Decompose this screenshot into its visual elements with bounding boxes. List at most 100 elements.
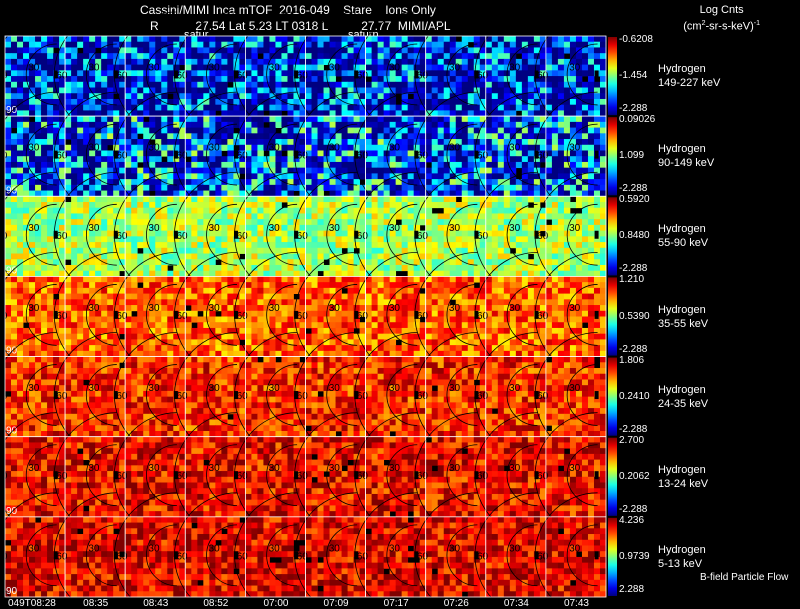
heatmap-cell	[527, 127, 535, 134]
heatmap-cell	[317, 219, 324, 226]
heatmap-cell	[233, 207, 240, 214]
heatmap-cell	[35, 196, 42, 203]
heatmap-cell	[191, 133, 198, 140]
heatmap-cell	[191, 173, 198, 180]
heatmap-cell	[563, 264, 571, 272]
heatmap-cell	[587, 150, 595, 157]
heatmap-cell	[167, 327, 174, 335]
heatmap-cell	[281, 64, 288, 71]
heatmap-cell	[515, 213, 523, 220]
heatmap-cell	[149, 242, 156, 249]
heatmap-cell	[131, 224, 138, 232]
heatmap-cell	[5, 345, 12, 352]
heatmap-cell	[125, 345, 132, 352]
heatmap-cell	[299, 36, 306, 43]
heatmap-cell	[125, 196, 132, 203]
heatmap-cell	[479, 47, 487, 54]
heatmap-cell	[395, 116, 403, 123]
heatmap-cell	[77, 110, 84, 117]
heatmap-cell	[443, 127, 451, 134]
heatmap-cell	[11, 270, 18, 277]
heatmap-cell	[371, 81, 379, 88]
heatmap-cell	[539, 207, 547, 214]
heatmap-cell	[191, 47, 198, 54]
heatmap-cell	[287, 127, 294, 134]
heatmap-cell	[551, 81, 559, 88]
heatmap-cell	[209, 41, 216, 48]
heatmap-cell	[161, 121, 168, 128]
heatmap-cell	[245, 287, 252, 294]
heatmap-cell	[293, 202, 300, 209]
heatmap-cell	[353, 242, 360, 249]
heatmap-cell	[491, 64, 499, 71]
heatmap-cell	[257, 230, 264, 237]
heatmap-cell	[515, 242, 523, 249]
heatmap-cell	[11, 350, 18, 357]
heatmap-cell	[113, 207, 120, 214]
heatmap-cell	[257, 236, 264, 243]
heatmap-cell	[203, 121, 210, 128]
heatmap-cell	[521, 230, 529, 237]
heatmap-cell	[377, 64, 385, 71]
heatmap-cell	[329, 70, 336, 77]
heatmap-cell	[245, 310, 252, 317]
heatmap-cell	[263, 253, 270, 260]
heatmap-cell	[11, 282, 18, 289]
heatmap-cell	[251, 327, 258, 335]
heatmap-cell	[221, 144, 228, 151]
heatmap-cell	[29, 81, 36, 88]
saturn-marker	[414, 150, 419, 159]
heatmap-cell	[341, 156, 348, 163]
heatmap-cell	[431, 47, 439, 54]
heatmap-cell	[437, 64, 445, 71]
heatmap-cell	[143, 184, 150, 191]
heatmap-cell	[539, 247, 547, 254]
heatmap-cell	[491, 219, 499, 226]
heatmap-cell	[377, 242, 385, 249]
heatmap-cell	[281, 287, 288, 294]
heatmap-cell	[215, 184, 222, 191]
heatmap-cell	[437, 81, 445, 88]
heatmap-cell	[557, 104, 565, 111]
heatmap-cell	[497, 133, 505, 140]
heatmap-cell	[215, 316, 222, 323]
heatmap-cell	[419, 156, 427, 163]
heatmap-cell	[179, 350, 186, 357]
heatmap-cell	[209, 230, 216, 237]
heatmap-cell	[569, 87, 577, 94]
heatmap-cell	[467, 219, 475, 226]
heatmap-cell	[599, 202, 607, 209]
heatmap-cell	[77, 287, 84, 294]
heatmap-cell	[161, 53, 168, 60]
heatmap-cell	[29, 224, 36, 232]
heatmap-cell	[299, 47, 306, 54]
heatmap-cell	[239, 184, 246, 191]
heatmap-cell	[503, 242, 511, 249]
heatmap-cell	[299, 236, 306, 243]
heatmap-cell	[341, 58, 348, 66]
heatmap-cell	[371, 207, 379, 214]
heatmap-cell	[557, 270, 565, 277]
heatmap-cell	[347, 98, 354, 106]
heatmap-cell	[245, 179, 252, 186]
heatmap-cell	[413, 161, 421, 169]
heatmap-cell	[11, 299, 18, 306]
heatmap-cell	[209, 150, 216, 157]
heatmap-cell	[23, 345, 30, 352]
heatmap-cell	[17, 98, 24, 106]
heatmap-cell	[521, 202, 529, 209]
heatmap-cell	[53, 345, 60, 352]
heatmap-cell	[167, 156, 174, 163]
heatmap-cell	[125, 116, 132, 123]
heatmap-cell	[575, 81, 583, 88]
heatmap-cell	[209, 64, 216, 71]
heatmap-cell	[239, 167, 246, 174]
heatmap-cell	[341, 213, 348, 220]
heatmap-cell	[593, 236, 601, 243]
heatmap-cell	[353, 58, 360, 66]
heatmap-cell	[497, 207, 505, 214]
saturn-marker	[233, 310, 238, 319]
heatmap-cell	[491, 224, 499, 232]
heatmap-cell	[323, 167, 330, 174]
heatmap-cell	[17, 207, 24, 214]
